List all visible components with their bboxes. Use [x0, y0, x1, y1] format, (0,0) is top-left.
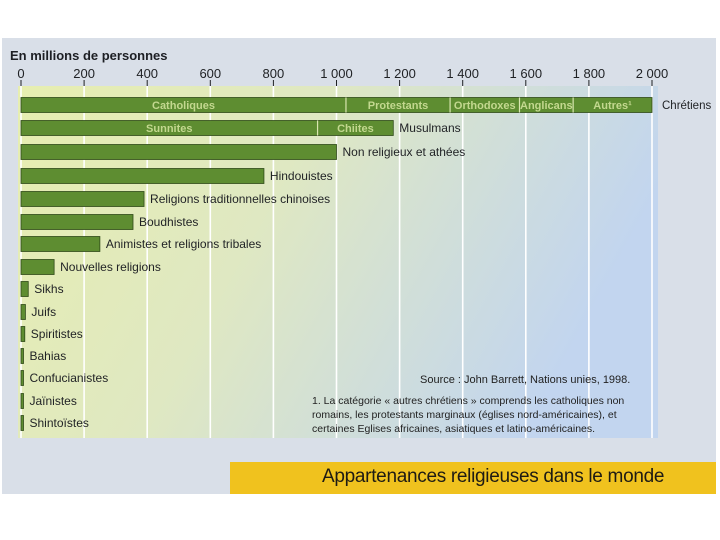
segment-label: Protestants	[368, 100, 429, 112]
category-label: Spiritistes	[31, 327, 83, 341]
bar	[20, 191, 145, 207]
category-label: Nouvelles religions	[60, 260, 161, 274]
category-label: Sikhs	[34, 282, 63, 296]
category-label: Boudhistes	[139, 215, 198, 229]
category-label: Non religieux et athées	[343, 145, 466, 159]
source-note: Source : John Barrett, Nations unies, 19…	[420, 374, 631, 386]
bar	[20, 370, 24, 386]
bar	[20, 281, 29, 297]
category-label: Bahias	[30, 349, 67, 363]
x-tick-label: 1 000	[320, 66, 353, 81]
category-label: Jaïnistes	[30, 394, 77, 408]
category-label: Shintoïstes	[30, 416, 89, 430]
x-tick-label: 1 800	[573, 66, 606, 81]
category-label: Musulmans	[399, 121, 460, 135]
x-tick-label: 1 200	[383, 66, 416, 81]
segment-label: Catholiques	[152, 100, 215, 112]
bar	[20, 348, 24, 364]
x-axis-unit-label: En millions de personnes	[10, 48, 168, 63]
x-tick-label: 600	[199, 66, 221, 81]
bar	[20, 120, 394, 136]
x-tick-label: 1 600	[510, 66, 543, 81]
caption-title: Appartenances religieuses dans le monde	[322, 466, 665, 487]
category-label: Juifs	[31, 305, 56, 319]
segment-label: Orthodoxes	[454, 100, 516, 112]
category-label: Animistes et religions tribales	[106, 237, 261, 251]
footnote: 1. La catégorie « autres chrétiens » com…	[312, 395, 625, 435]
segment-label: Autres¹	[593, 100, 632, 112]
x-tick-label: 200	[73, 66, 95, 81]
category-label: Confucianistes	[30, 371, 109, 385]
segment-label: Anglicans	[520, 100, 573, 112]
x-tick-label: 800	[263, 66, 285, 81]
bar	[20, 393, 24, 409]
x-tick-label: 1 400	[446, 66, 479, 81]
segment-label: Chiites	[337, 123, 374, 135]
bar	[20, 214, 134, 230]
caption-band	[230, 462, 716, 494]
category-label: Religions traditionnelles chinoises	[150, 192, 330, 206]
bar	[20, 236, 101, 252]
category-label: Chrétiens	[662, 100, 711, 112]
segment-label: Sunnites	[146, 123, 192, 135]
category-label: Hindouistes	[270, 169, 333, 183]
x-tick-label: 2 000	[636, 66, 669, 81]
bar	[20, 144, 337, 160]
bar	[20, 259, 55, 275]
bar	[20, 326, 26, 342]
x-tick-label: 400	[136, 66, 158, 81]
bar	[20, 168, 265, 184]
bar	[20, 415, 24, 431]
x-tick-label: 0	[17, 66, 24, 81]
bar	[20, 97, 653, 113]
bar	[20, 304, 26, 320]
